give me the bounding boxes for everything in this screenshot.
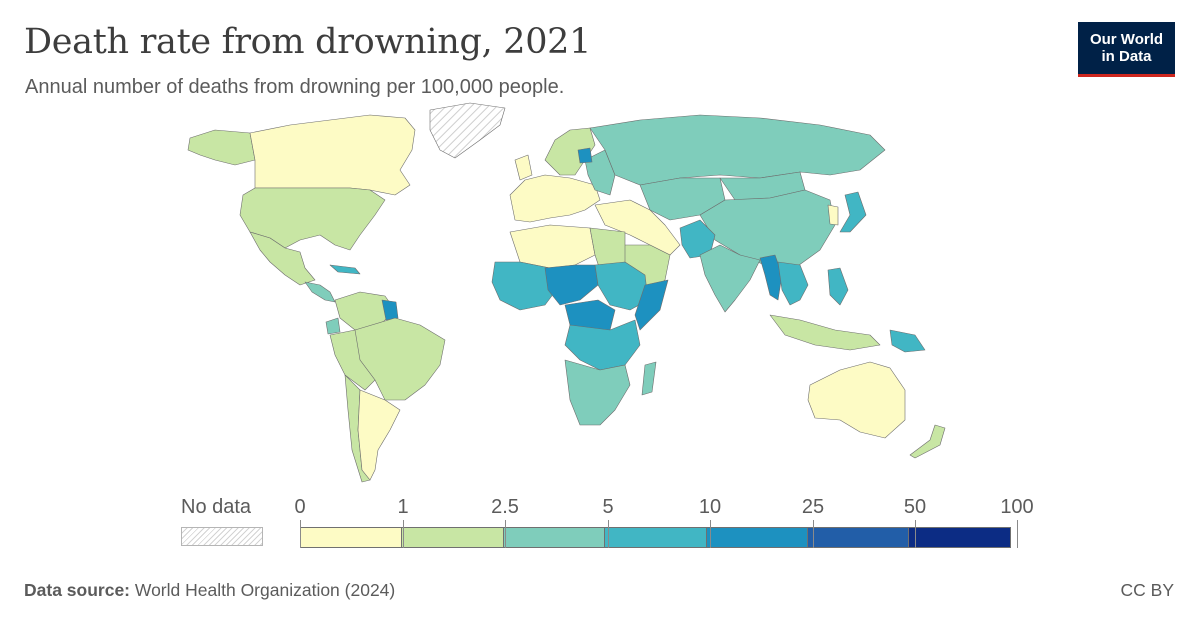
region-new-zealand[interactable] — [909, 424, 946, 459]
legend-tick-mark — [915, 520, 916, 548]
region-myanmar[interactable] — [759, 254, 783, 301]
region-turkey-middle-east[interactable] — [594, 199, 681, 256]
region-china[interactable] — [699, 189, 836, 269]
region-nigeria-chad[interactable] — [544, 264, 599, 306]
data-source-label: Data source: — [24, 580, 131, 600]
region-papua-new-guinea[interactable] — [889, 329, 926, 353]
region-mexico[interactable] — [249, 231, 316, 286]
chart-subtitle: Annual number of deaths from drowning pe… — [25, 76, 565, 98]
legend-tick-mark — [1017, 520, 1018, 548]
region-somalia[interactable] — [634, 279, 669, 331]
region-southeast-asia[interactable] — [777, 261, 809, 306]
logo-line-2: in Data — [1101, 48, 1152, 65]
region-russia[interactable] — [589, 114, 886, 186]
region-united-states[interactable] — [239, 187, 386, 251]
region-australia[interactable] — [807, 361, 906, 439]
data-source-text[interactable]: World Health Organization (2024) — [130, 580, 396, 600]
legend-tick-mark — [505, 520, 506, 548]
legend-no-data-swatch[interactable] — [181, 527, 263, 546]
region-north-africa[interactable] — [509, 224, 596, 269]
legend-bin-50-100[interactable] — [908, 527, 1011, 548]
legend-tick-mark — [300, 520, 301, 548]
legend-no-data-label: No data — [181, 496, 252, 518]
region-scandinavia[interactable] — [544, 127, 596, 176]
region-argentina[interactable] — [357, 389, 401, 481]
legend-bin-5-10[interactable] — [604, 527, 707, 548]
region-uk-ireland[interactable] — [514, 154, 533, 181]
legend-tick-mark — [813, 520, 814, 548]
legend-tick: 1 — [397, 496, 409, 518]
region-india[interactable] — [699, 244, 761, 313]
region-baltics[interactable] — [577, 147, 593, 164]
legend-bin-25-50[interactable] — [806, 527, 910, 548]
legend-tick: 5 — [602, 496, 614, 518]
region-alaska[interactable] — [187, 129, 256, 166]
legend-bin-10-25[interactable] — [705, 527, 808, 548]
legend-color-bar — [300, 527, 1011, 548]
region-ecuador[interactable] — [325, 317, 341, 335]
region-indonesia[interactable] — [769, 314, 881, 351]
legend-tick: 100 — [1000, 496, 1034, 518]
legend-tick: 25 — [801, 496, 825, 518]
region-southern-africa[interactable] — [564, 359, 631, 426]
legend-tick-mark — [403, 520, 404, 548]
legend-tick: 10 — [698, 496, 722, 518]
region-philippines[interactable] — [827, 267, 849, 306]
region-peru-bolivia[interactable] — [329, 329, 376, 391]
license-link[interactable]: CC BY — [1120, 580, 1174, 600]
data-source: Data source: World Health Organization (… — [24, 580, 395, 601]
legend-tick-mark — [608, 520, 609, 548]
region-caribbean[interactable] — [329, 264, 361, 275]
region-madagascar[interactable] — [641, 361, 657, 396]
region-west-africa[interactable] — [491, 261, 561, 311]
legend-tick-mark — [710, 520, 711, 548]
region-korea[interactable] — [827, 204, 839, 226]
legend-bin-1-2.5[interactable] — [401, 527, 504, 548]
world-map[interactable] — [0, 100, 1200, 490]
legend-bin-2.5-5[interactable] — [502, 527, 606, 548]
region-greenland[interactable] — [429, 102, 506, 159]
logo-line-1: Our World — [1089, 31, 1164, 48]
region-central-america[interactable] — [304, 281, 336, 303]
legend-tick: 2.5 — [491, 496, 519, 518]
chart-title: Death rate from drowning, 2021 — [24, 22, 592, 62]
legend-tick: 0 — [294, 496, 306, 518]
region-western-europe[interactable] — [509, 174, 601, 223]
region-canada[interactable] — [249, 114, 416, 196]
region-guyana[interactable] — [381, 299, 399, 321]
legend-bin-0-1[interactable] — [300, 527, 403, 548]
region-japan[interactable] — [839, 191, 867, 233]
legend-tick: 50 — [903, 496, 927, 518]
owid-logo[interactable]: Our World in Data — [1078, 22, 1175, 77]
